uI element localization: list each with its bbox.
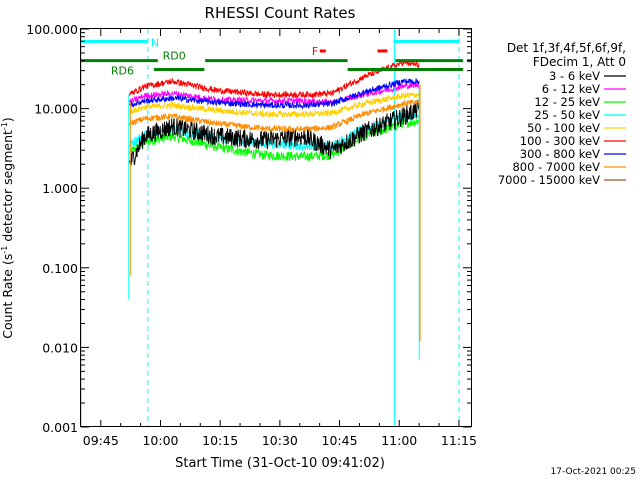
status-bar-label-f: F xyxy=(312,45,318,58)
series-line-1 xyxy=(129,82,420,106)
series-line-4 xyxy=(129,91,420,118)
x-tick-label: 09:45 xyxy=(83,433,119,448)
plot-frame xyxy=(80,28,472,427)
x-tick-label: 10:00 xyxy=(142,433,178,448)
x-tick-label: 11:15 xyxy=(441,433,477,448)
legend-entry-label: 300 - 800 keV xyxy=(520,147,600,161)
legend-entry-label: 7000 - 15000 keV xyxy=(498,173,600,187)
series-line-5 xyxy=(129,60,420,100)
y-tick-label: 1.000 xyxy=(42,181,78,196)
x-tick-label: 10:30 xyxy=(262,433,298,448)
series-line-6 xyxy=(129,78,420,110)
y-tick-label: 100.000 xyxy=(26,22,78,37)
y-axis-label: Count Rate (s-1 detector segment-1) xyxy=(0,117,15,339)
legend-entry-label: 50 - 100 keV xyxy=(527,121,600,135)
y-tick-label: 0.001 xyxy=(42,420,78,435)
status-bar-label-n: N xyxy=(151,36,159,49)
legend-entry-label: 12 - 25 keV xyxy=(534,95,600,109)
legend-header-line-1: Det 1f,3f,4f,5f,6f,9f, xyxy=(507,41,626,55)
x-tick-label: 10:45 xyxy=(322,433,358,448)
data-layer: N RD6 RD0 F xyxy=(80,29,471,427)
axis-layer: 09:45 10:00 10:15 10:30 10:45 11:00 11:15 0.001… xyxy=(26,22,477,448)
legend-header-line-2: FDecim 1, Att 0 xyxy=(533,55,626,69)
legend-entry-label: 100 - 300 keV xyxy=(520,134,600,148)
y-tick-label: 0.010 xyxy=(42,340,78,355)
status-bar-label-rd6: RD6 xyxy=(111,64,134,77)
chart-title: RHESSI Count Rates xyxy=(205,4,356,22)
x-axis-label: Start Time (31-Oct-10 09:41:02) xyxy=(175,456,385,471)
legend-entry-label: 800 - 7000 keV xyxy=(512,160,600,174)
legend-entry-label: 3 - 6 keV xyxy=(549,69,600,83)
y-tick-label: 0.100 xyxy=(42,261,78,276)
series-line-7 xyxy=(129,99,420,133)
legend-entry-label: 6 - 12 keV xyxy=(542,82,600,96)
status-bar-label-rd0: RD0 xyxy=(163,50,186,63)
x-tick-label: 11:00 xyxy=(381,433,417,448)
legend-entry-label: 25 - 50 keV xyxy=(534,108,600,122)
legend: Det 1f,3f,4f,5f,6f,9f, FDecim 1, Att 0 3… xyxy=(498,41,626,187)
footer-date: 17-Oct-2021 00:25 xyxy=(551,467,636,477)
y-tick-label: 10.000 xyxy=(34,102,78,117)
x-tick-label: 10:15 xyxy=(202,433,238,448)
series-line-0 xyxy=(129,99,420,166)
